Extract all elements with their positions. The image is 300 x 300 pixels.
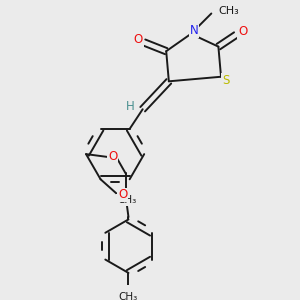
Text: O: O xyxy=(238,25,248,38)
Text: CH₃: CH₃ xyxy=(218,6,239,16)
Text: N: N xyxy=(190,24,198,38)
Text: CH₃: CH₃ xyxy=(117,195,136,205)
Text: CH₃: CH₃ xyxy=(119,292,138,300)
Text: O: O xyxy=(118,188,127,202)
Text: H: H xyxy=(125,100,134,113)
Text: O: O xyxy=(134,33,143,46)
Text: S: S xyxy=(222,74,230,87)
Text: O: O xyxy=(108,150,117,163)
